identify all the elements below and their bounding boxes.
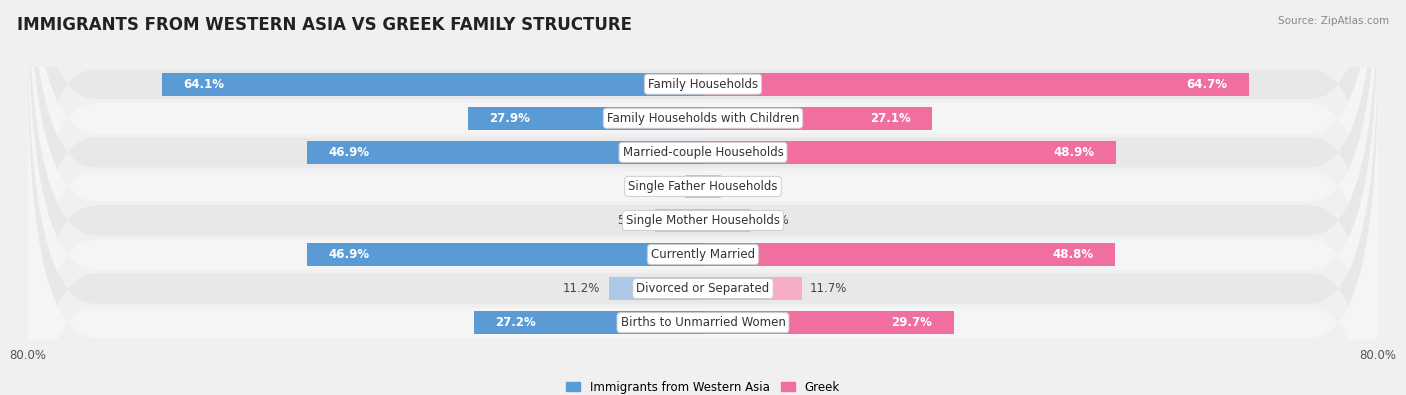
Text: 27.1%: 27.1% bbox=[870, 112, 911, 125]
Text: 5.7%: 5.7% bbox=[617, 214, 647, 227]
Bar bbox=[703, 107, 932, 130]
FancyBboxPatch shape bbox=[28, 0, 1378, 395]
Text: 64.1%: 64.1% bbox=[183, 78, 225, 91]
FancyBboxPatch shape bbox=[28, 0, 1378, 376]
Text: Divorced or Separated: Divorced or Separated bbox=[637, 282, 769, 295]
Bar bbox=[703, 175, 721, 198]
FancyBboxPatch shape bbox=[28, 0, 1378, 395]
FancyBboxPatch shape bbox=[28, 31, 1378, 395]
FancyBboxPatch shape bbox=[28, 0, 1378, 395]
Bar bbox=[703, 277, 801, 300]
Text: 2.1%: 2.1% bbox=[730, 180, 759, 193]
Bar bbox=[703, 311, 953, 334]
FancyBboxPatch shape bbox=[28, 0, 1378, 395]
Text: 27.9%: 27.9% bbox=[489, 112, 530, 125]
Bar bbox=[703, 209, 751, 232]
Text: Family Households with Children: Family Households with Children bbox=[607, 112, 799, 125]
Text: 5.6%: 5.6% bbox=[759, 214, 789, 227]
Text: Married-couple Households: Married-couple Households bbox=[623, 146, 783, 159]
Text: 48.8%: 48.8% bbox=[1053, 248, 1094, 261]
Text: 2.1%: 2.1% bbox=[647, 180, 676, 193]
FancyBboxPatch shape bbox=[28, 0, 1378, 342]
Text: Family Households: Family Households bbox=[648, 78, 758, 91]
Bar bbox=[703, 73, 1249, 96]
Text: IMMIGRANTS FROM WESTERN ASIA VS GREEK FAMILY STRUCTURE: IMMIGRANTS FROM WESTERN ASIA VS GREEK FA… bbox=[17, 16, 631, 34]
Bar bbox=[474, 311, 703, 334]
FancyBboxPatch shape bbox=[28, 65, 1378, 395]
Text: 11.7%: 11.7% bbox=[810, 282, 848, 295]
Bar bbox=[308, 141, 703, 164]
Text: Currently Married: Currently Married bbox=[651, 248, 755, 261]
Bar bbox=[609, 277, 703, 300]
Text: 46.9%: 46.9% bbox=[329, 248, 370, 261]
Text: 27.2%: 27.2% bbox=[495, 316, 536, 329]
Bar bbox=[685, 175, 703, 198]
Text: 64.7%: 64.7% bbox=[1187, 78, 1227, 91]
Text: Single Father Households: Single Father Households bbox=[628, 180, 778, 193]
Bar bbox=[308, 243, 703, 266]
Bar bbox=[703, 141, 1115, 164]
Text: 48.9%: 48.9% bbox=[1053, 146, 1094, 159]
Text: Births to Unmarried Women: Births to Unmarried Women bbox=[620, 316, 786, 329]
Text: Source: ZipAtlas.com: Source: ZipAtlas.com bbox=[1278, 16, 1389, 26]
Text: 11.2%: 11.2% bbox=[562, 282, 600, 295]
Bar bbox=[703, 243, 1115, 266]
Bar bbox=[468, 107, 703, 130]
Legend: Immigrants from Western Asia, Greek: Immigrants from Western Asia, Greek bbox=[567, 381, 839, 394]
Text: Single Mother Households: Single Mother Households bbox=[626, 214, 780, 227]
Bar bbox=[655, 209, 703, 232]
Text: 29.7%: 29.7% bbox=[891, 316, 932, 329]
Text: 46.9%: 46.9% bbox=[329, 146, 370, 159]
Bar bbox=[162, 73, 703, 96]
